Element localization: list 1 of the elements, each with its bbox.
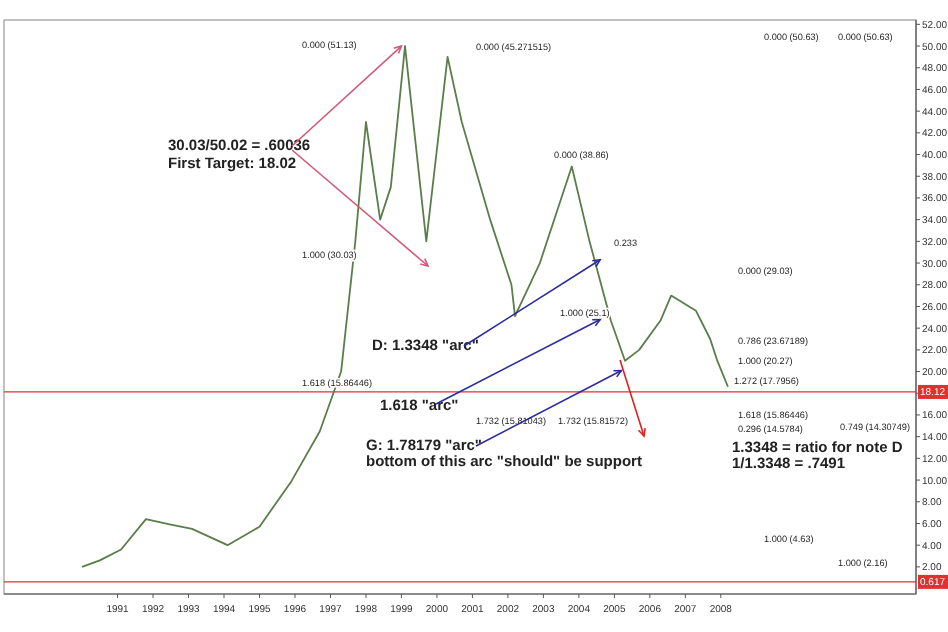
line-series	[81, 45, 729, 568]
